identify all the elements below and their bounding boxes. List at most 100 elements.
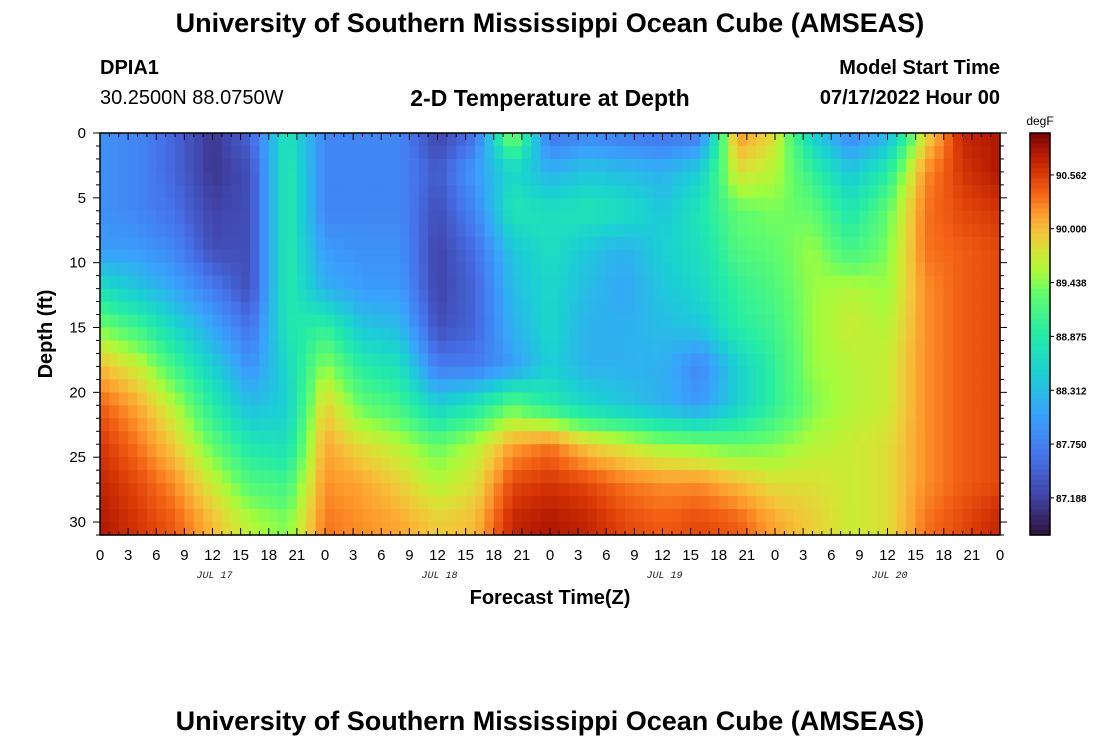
heatmap-cell xyxy=(475,366,485,380)
heatmap-cell xyxy=(503,158,514,173)
heatmap-cell xyxy=(362,483,373,497)
heatmap-cell xyxy=(803,288,814,303)
heatmap-cell xyxy=(418,184,429,199)
heatmap-cell xyxy=(315,133,326,147)
heatmap-cell xyxy=(671,431,682,445)
heatmap-cell xyxy=(428,262,439,277)
heatmap-cell xyxy=(128,210,139,225)
heatmap-cell xyxy=(775,133,785,147)
heatmap-cell xyxy=(296,379,307,393)
heatmap-cell xyxy=(493,288,504,303)
heatmap-cell xyxy=(953,392,964,406)
heatmap-cell xyxy=(446,379,457,393)
heatmap-cell xyxy=(128,314,139,329)
heatmap-cell xyxy=(681,379,692,393)
heatmap-cell xyxy=(587,327,598,342)
heatmap-cell xyxy=(887,444,898,458)
heatmap-cell xyxy=(268,249,279,264)
heatmap-cell xyxy=(306,470,317,484)
heatmap-cell xyxy=(521,379,532,393)
heatmap-cell xyxy=(728,509,739,523)
heatmap-cell xyxy=(653,392,664,406)
heatmap-cell xyxy=(278,340,289,355)
heatmap-cell xyxy=(887,145,898,160)
heatmap-cell xyxy=(371,379,382,393)
heatmap-cell xyxy=(212,262,223,277)
heatmap-cell xyxy=(671,483,682,497)
heatmap-cell xyxy=(353,288,364,303)
heatmap-cell xyxy=(981,444,992,458)
heatmap-cell xyxy=(990,158,1001,173)
heatmap-cell xyxy=(165,301,176,316)
heatmap-cell xyxy=(390,444,401,458)
heatmap-cell xyxy=(503,236,514,251)
heatmap-cell xyxy=(175,392,185,406)
heatmap-cell xyxy=(428,133,439,147)
heatmap-cell xyxy=(428,184,439,199)
heatmap-cell xyxy=(559,353,570,368)
heatmap-cell xyxy=(671,314,682,329)
heatmap-cell xyxy=(643,509,654,523)
heatmap-cell xyxy=(943,418,954,432)
heatmap-cell xyxy=(868,133,879,147)
heatmap-cell xyxy=(953,145,964,160)
heatmap-cell xyxy=(109,210,120,225)
heatmap-cell xyxy=(353,236,364,251)
heatmap-cell xyxy=(831,379,842,393)
heatmap-cell xyxy=(971,470,982,484)
heatmap-cell xyxy=(568,457,579,471)
heatmap-cell xyxy=(625,496,635,510)
heatmap-cell xyxy=(896,262,907,277)
heatmap-cell xyxy=(306,262,317,277)
heatmap-cell xyxy=(812,262,823,277)
heatmap-cell xyxy=(165,457,176,471)
heatmap-cell xyxy=(212,133,223,147)
heatmap-cell xyxy=(643,197,654,212)
heatmap-cell xyxy=(203,158,214,173)
heatmap-cell xyxy=(428,145,439,160)
colorbar-swatch xyxy=(1030,303,1050,310)
heatmap-cell xyxy=(512,340,523,355)
heatmap-cell xyxy=(606,145,617,160)
heatmap-cell xyxy=(156,496,167,510)
heatmap-cell xyxy=(793,509,804,523)
heatmap-cell xyxy=(737,236,748,251)
heatmap-cell xyxy=(193,133,204,147)
heatmap-cell xyxy=(756,249,767,264)
heatmap-cell xyxy=(671,392,682,406)
heatmap-cell xyxy=(859,353,870,368)
heatmap-cell xyxy=(550,288,560,303)
heatmap-cell xyxy=(221,145,232,160)
heatmap-cell xyxy=(521,158,532,173)
heatmap-cell xyxy=(184,158,195,173)
heatmap-cell xyxy=(775,249,785,264)
heatmap-cell xyxy=(437,483,448,497)
heatmap-cell xyxy=(746,379,757,393)
heatmap-cell xyxy=(896,340,907,355)
heatmap-cell xyxy=(231,275,242,290)
heatmap-cell xyxy=(784,184,795,199)
heatmap-cell xyxy=(137,275,148,290)
heatmap-cell xyxy=(437,210,448,225)
heatmap-cell xyxy=(456,197,467,212)
heatmap-cell xyxy=(737,457,748,471)
heatmap-cell xyxy=(737,197,748,212)
heatmap-cell xyxy=(418,288,429,303)
heatmap-cell xyxy=(268,184,279,199)
heatmap-cell xyxy=(325,340,335,355)
heatmap-cell xyxy=(446,366,457,380)
heatmap-cell xyxy=(578,301,589,316)
x-tick-label: 9 xyxy=(180,547,188,564)
heatmap-cell xyxy=(775,431,785,445)
colorbar: degF90.56290.00089.43888.87588.31287.750… xyxy=(1026,114,1087,536)
heatmap-cell xyxy=(175,223,185,238)
heatmap-cell xyxy=(681,340,692,355)
heatmap-cell xyxy=(128,418,139,432)
heatmap-cell xyxy=(353,366,364,380)
heatmap-cell xyxy=(456,366,467,380)
heatmap-cell xyxy=(990,483,1001,497)
heatmap-cell xyxy=(840,496,851,510)
heatmap-cell xyxy=(193,522,204,536)
heatmap-cell xyxy=(390,236,401,251)
heatmap-cell xyxy=(100,158,110,173)
